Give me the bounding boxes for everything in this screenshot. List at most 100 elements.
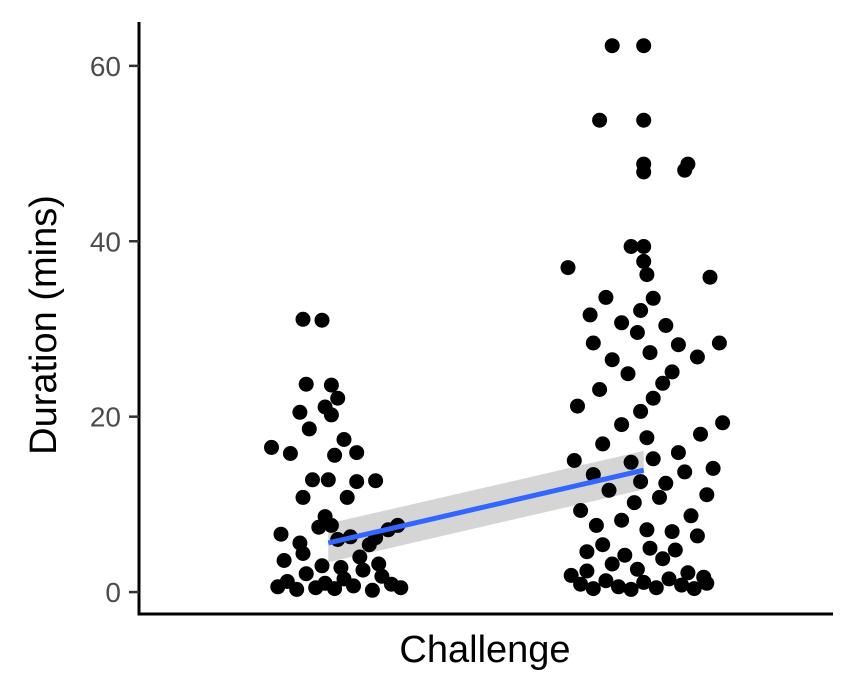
data-point [320,472,336,488]
data-point [327,581,343,597]
data-point [592,112,608,128]
data-point [623,239,639,254]
data-point [346,578,361,594]
data-point [327,447,343,463]
data-point [636,156,652,172]
data-point [598,289,614,305]
data-point [349,474,365,490]
data-point [336,432,352,447]
y-tick-label: 0 [105,577,121,608]
data-point [349,445,365,461]
data-point [711,335,727,351]
data-point [298,566,314,582]
data-point [623,454,639,470]
data-point [276,553,292,568]
data-point [642,540,658,556]
data-point [371,556,387,572]
data-point [339,489,355,505]
data-point [264,439,279,455]
data-point [689,349,705,365]
data-point [614,315,630,331]
data-point [639,522,655,538]
data-point [585,467,601,483]
data-point [639,267,655,283]
data-point [573,503,589,518]
data-point [629,561,645,577]
data-point [645,290,661,306]
data-point [699,487,715,503]
data-point [655,551,671,567]
data-point [592,382,608,397]
data-point [364,582,380,598]
y-tick-label: 40 [90,226,121,257]
data-point [680,156,696,172]
data-point [636,239,652,254]
data-point [674,577,690,593]
data-point [333,560,349,575]
data-point [323,377,339,393]
data-point [655,375,671,391]
data-point [696,569,712,585]
data-point [636,253,652,269]
data-point [566,453,582,468]
data-point [623,581,639,597]
fit-line [327,467,645,546]
data-point [636,38,652,54]
data-point [273,526,289,542]
data-point [686,581,702,597]
data-point [570,398,585,414]
data-point [689,528,705,544]
data-point [295,311,311,327]
data-point [693,426,708,442]
data-point [620,366,636,382]
data-point [585,581,601,597]
data-point [330,390,346,406]
data-point [585,335,601,351]
data-point [626,495,642,511]
data-point [617,547,633,563]
data-point [667,542,683,558]
data-point [601,482,617,498]
data-point [648,580,664,596]
points-layer [264,38,731,598]
data-point [292,404,308,420]
data-point [645,390,661,406]
fit-line-layer [327,467,645,546]
data-point [705,460,721,476]
y-tick-label: 60 [90,51,121,82]
data-point [317,399,333,415]
series-group-1 [264,311,409,598]
data-point [573,576,589,592]
data-point [636,112,652,128]
data-point [604,38,620,54]
data-point [633,403,649,419]
y-axis-title: Duration (mins) [23,195,65,455]
data-point [393,580,409,596]
data-point [661,571,677,587]
data-point [670,337,686,353]
data-point [588,517,604,533]
data-point [295,489,311,505]
data-point [664,364,680,380]
data-point [563,567,579,583]
data-point [652,489,667,505]
data-point [670,445,686,461]
data-point [604,352,620,368]
data-point [298,376,314,392]
data-point [368,473,384,489]
data-point [604,556,620,572]
data-point [645,451,661,467]
data-point [633,474,649,490]
data-point [598,573,614,589]
data-point [355,562,371,578]
data-point [614,417,630,433]
data-point [611,579,626,595]
data-point [614,512,630,528]
data-point [582,307,598,323]
data-point [642,345,658,361]
data-point [715,415,731,431]
data-point [579,544,595,560]
data-point [633,303,649,318]
data-point [289,581,305,597]
